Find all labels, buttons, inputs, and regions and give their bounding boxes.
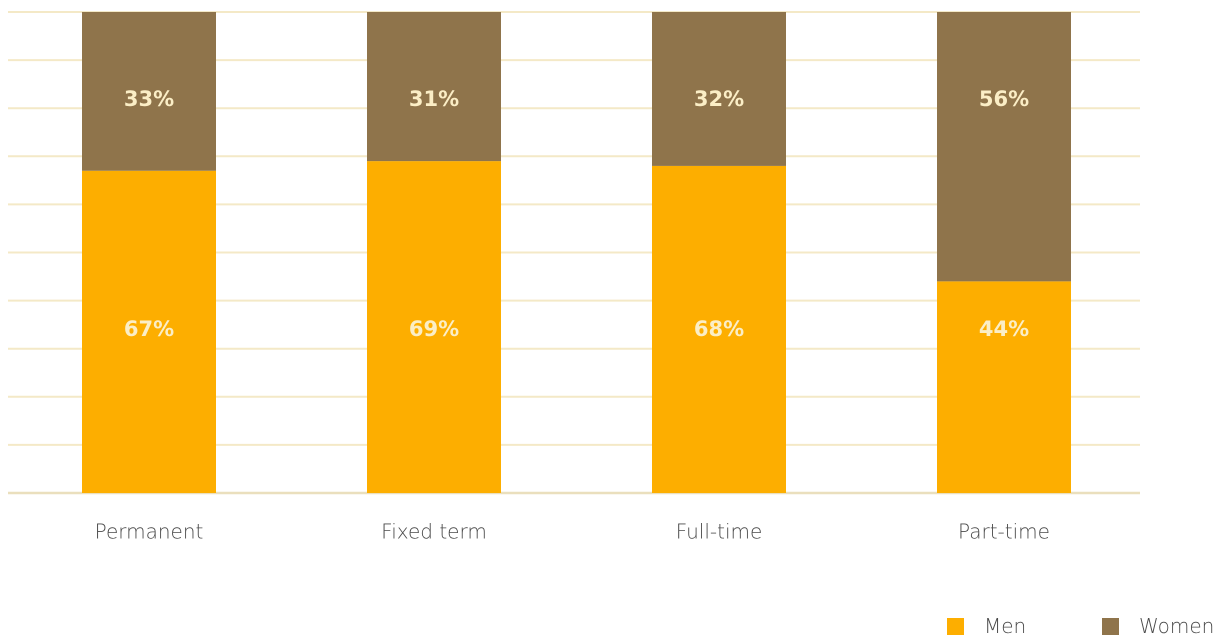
bar-segment-women-2 bbox=[367, 12, 501, 162]
category-label-1: Permanent bbox=[95, 520, 204, 544]
bar-segment-women-1 bbox=[82, 12, 216, 171]
data-label-men-1: 67% bbox=[124, 317, 174, 341]
data-label-women-1: 33% bbox=[124, 87, 174, 111]
bar-segment-men-4 bbox=[937, 281, 1071, 493]
bars bbox=[82, 12, 1071, 494]
legend-swatch-women bbox=[1102, 617, 1119, 635]
data-label-women-3: 32% bbox=[694, 87, 744, 111]
legend-item-men: Men bbox=[947, 614, 1027, 638]
stacked-bar-chart: 67% 33% 69% 31% 68% 32% 44% 56% Permanent Fixed … bbox=[8, 11, 1140, 544]
bar-segment-women-4 bbox=[937, 12, 1071, 282]
category-label-2: Fixed term bbox=[381, 520, 487, 544]
bar-segment-women-3 bbox=[652, 12, 786, 166]
data-label-women-4: 56% bbox=[979, 87, 1029, 111]
bar-segment-men-3 bbox=[652, 165, 786, 494]
data-label-men-2: 69% bbox=[409, 317, 459, 341]
legend-item-women: Women bbox=[1102, 614, 1215, 638]
data-labels: 67% 33% 69% 31% 68% 32% 44% 56% bbox=[124, 87, 1029, 341]
data-label-men-4: 44% bbox=[979, 317, 1029, 341]
category-label-4: Part-time bbox=[958, 520, 1050, 544]
bar-segment-men-1 bbox=[82, 170, 216, 494]
data-label-women-2: 31% bbox=[409, 87, 459, 111]
category-labels: Permanent Fixed term Full-time Part-time bbox=[95, 520, 1050, 544]
data-label-men-3: 68% bbox=[694, 317, 744, 341]
legend-label-men: Men bbox=[984, 614, 1027, 638]
bar-segment-men-2 bbox=[367, 161, 501, 494]
legend-swatch-men bbox=[947, 617, 964, 635]
legend-label-women: Women bbox=[1139, 614, 1215, 638]
category-label-3: Full-time bbox=[676, 520, 763, 544]
